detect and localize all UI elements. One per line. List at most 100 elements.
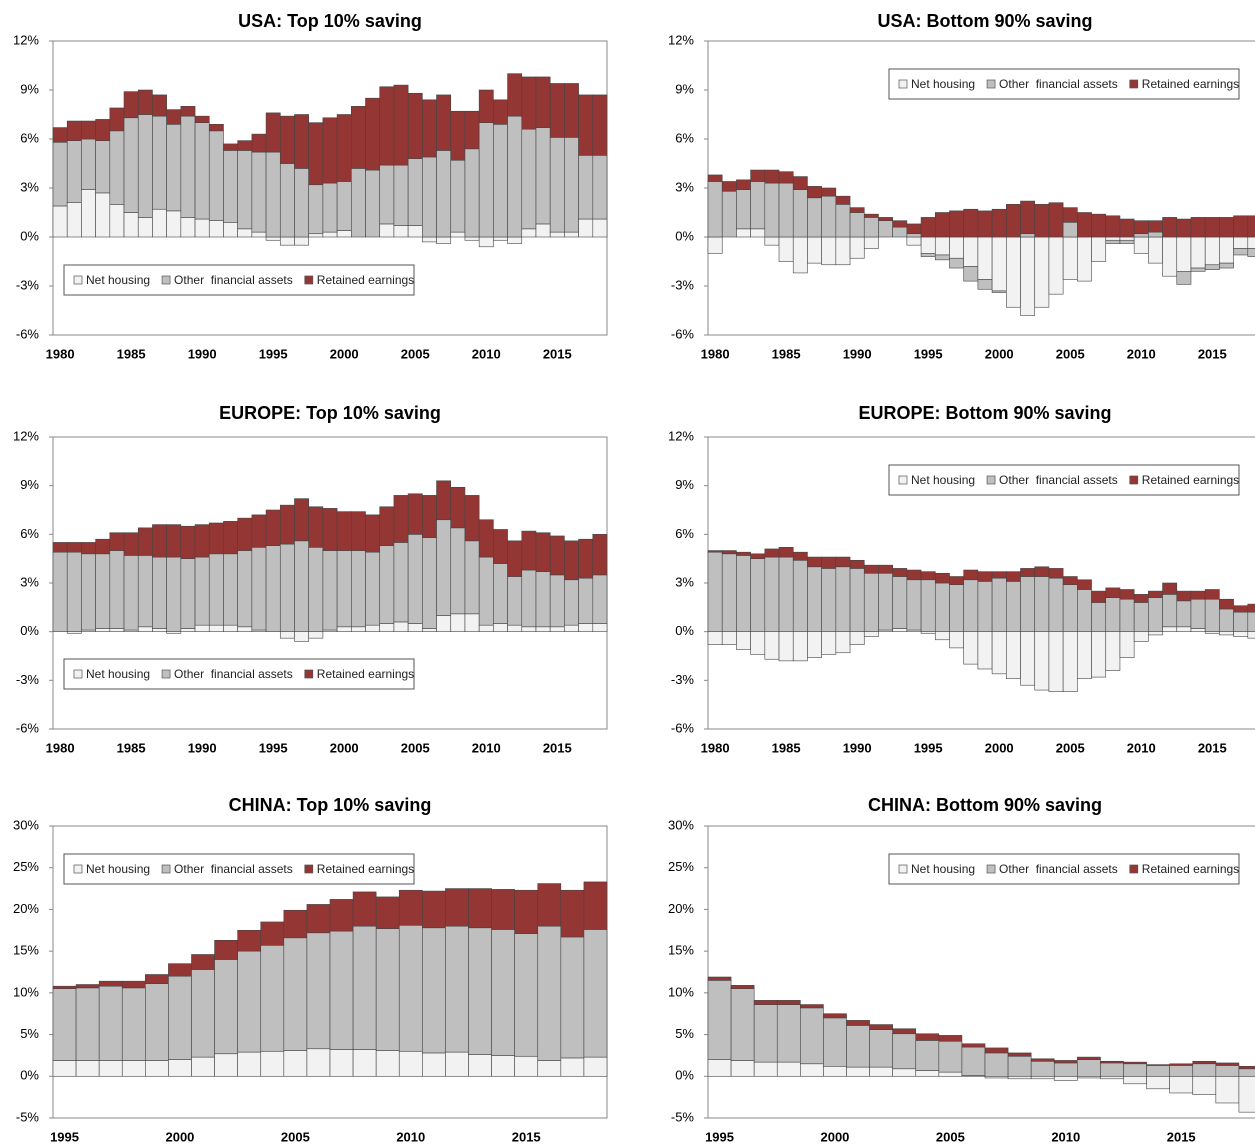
bar-segment: [66, 202, 82, 238]
y-tick-label: 0%: [20, 228, 39, 243]
bar-segment: [1053, 1075, 1078, 1081]
bar-segment: [237, 950, 262, 1053]
bar-segment: [578, 155, 594, 220]
x-tick-label: 2000: [165, 1129, 194, 1144]
legend-label: Retained earnings: [1142, 77, 1239, 91]
y-tick-label: 9%: [675, 81, 694, 96]
bar-segment: [934, 572, 950, 584]
x-tick-label: 2010: [1127, 346, 1156, 361]
bar-segment: [778, 236, 794, 262]
x-tick-label: 2010: [1127, 740, 1156, 755]
bar-segment: [721, 631, 737, 645]
bar-segment: [95, 119, 111, 141]
bar-segment: [792, 176, 808, 190]
bar-segment: [123, 212, 139, 238]
y-tick-label: -6%: [671, 720, 695, 735]
bar-segment: [260, 921, 285, 946]
y-tick-label: 0%: [675, 228, 694, 243]
chart: USA: Bottom 90% saving -6% -3% 0% 3% 6% 9% 12% 1…: [668, 11, 1255, 361]
bar-segment: [194, 556, 210, 626]
bar-segment: [308, 506, 324, 548]
y-tick-label: 0%: [675, 623, 694, 638]
bar-segment: [52, 988, 77, 1061]
bar-segment: [52, 127, 68, 143]
bar-segment: [707, 236, 723, 254]
legend-label: Retained earnings: [1142, 473, 1239, 487]
x-tick-label: 2000: [985, 740, 1014, 755]
bar-segment: [375, 1050, 400, 1077]
bar-segment: [1020, 631, 1036, 686]
bar-segment: [208, 624, 224, 632]
bar-segment: [1006, 571, 1021, 582]
chart-title: CHINA: Bottom 90% saving: [868, 795, 1102, 815]
bar-segment: [521, 626, 537, 632]
x-tick-label: 2005: [401, 346, 430, 361]
bar-segment: [521, 76, 537, 130]
bar-segment: [560, 1057, 585, 1077]
bar-segment: [1062, 631, 1078, 692]
bar-segment: [963, 266, 979, 282]
bar-segment: [564, 579, 579, 626]
bar-segment: [223, 521, 238, 555]
bar-segment: [109, 130, 125, 205]
bar-segment: [237, 228, 253, 238]
bar-segment: [152, 628, 167, 632]
bar-segment: [920, 571, 936, 581]
bar-segment: [336, 550, 352, 628]
bar-segment: [52, 551, 68, 632]
bar-segment: [1053, 1060, 1078, 1064]
bar-segment: [1247, 603, 1255, 613]
bar-segment: [991, 631, 1007, 675]
bar-segment: [393, 621, 409, 632]
bar-segment: [1119, 236, 1135, 241]
bar-segment: [1034, 576, 1050, 632]
bar-segment: [81, 120, 96, 140]
y-tick-label: -5%: [671, 1109, 695, 1124]
bar-segment: [322, 508, 338, 551]
bar-segment: [592, 94, 608, 156]
bar-segment: [1215, 1062, 1240, 1066]
bar-segment: [407, 92, 423, 159]
bar-segment: [949, 236, 964, 259]
bar-segment: [407, 225, 423, 238]
bar-segment: [778, 631, 794, 662]
bar-segment: [869, 1024, 893, 1030]
bar-segment: [422, 927, 446, 1054]
x-tick-label: 1990: [188, 346, 217, 361]
x-tick-label: 2005: [1056, 740, 1085, 755]
bar-segment: [920, 236, 936, 254]
bar-segment: [578, 577, 594, 624]
bar-segment: [938, 1071, 963, 1077]
bar-segment: [123, 532, 139, 556]
bar-segment: [1215, 1065, 1240, 1077]
bar-segment: [52, 985, 77, 989]
x-tick-label: 2015: [543, 740, 572, 755]
bar-segment: [920, 217, 936, 238]
bar-segment: [1133, 233, 1149, 238]
bar-segment: [166, 210, 182, 238]
x-tick-label: 2000: [820, 1129, 849, 1144]
bar-segment: [1133, 594, 1149, 603]
bar-segment: [478, 556, 494, 626]
bar-segment: [223, 624, 238, 632]
bar-segment: [592, 574, 608, 624]
bar-segment: [322, 117, 338, 184]
bar-segment: [1105, 215, 1121, 238]
bar-segment: [592, 155, 608, 220]
bar-segment: [75, 984, 100, 989]
bar-segment: [168, 975, 192, 1060]
y-tick-label: 9%: [20, 81, 39, 96]
x-tick-label: 1995: [914, 346, 943, 361]
legend-swatch: [73, 275, 83, 285]
bar-segment: [707, 631, 723, 645]
bar-segment: [1192, 1063, 1217, 1077]
bar-segment: [537, 883, 562, 927]
bar-segment: [776, 1004, 801, 1063]
y-tick-label: 0%: [20, 623, 39, 638]
bar-segment: [191, 1056, 215, 1077]
bar-segment: [792, 236, 808, 274]
bar-segment: [823, 1017, 847, 1067]
bar-segment: [961, 1046, 986, 1076]
